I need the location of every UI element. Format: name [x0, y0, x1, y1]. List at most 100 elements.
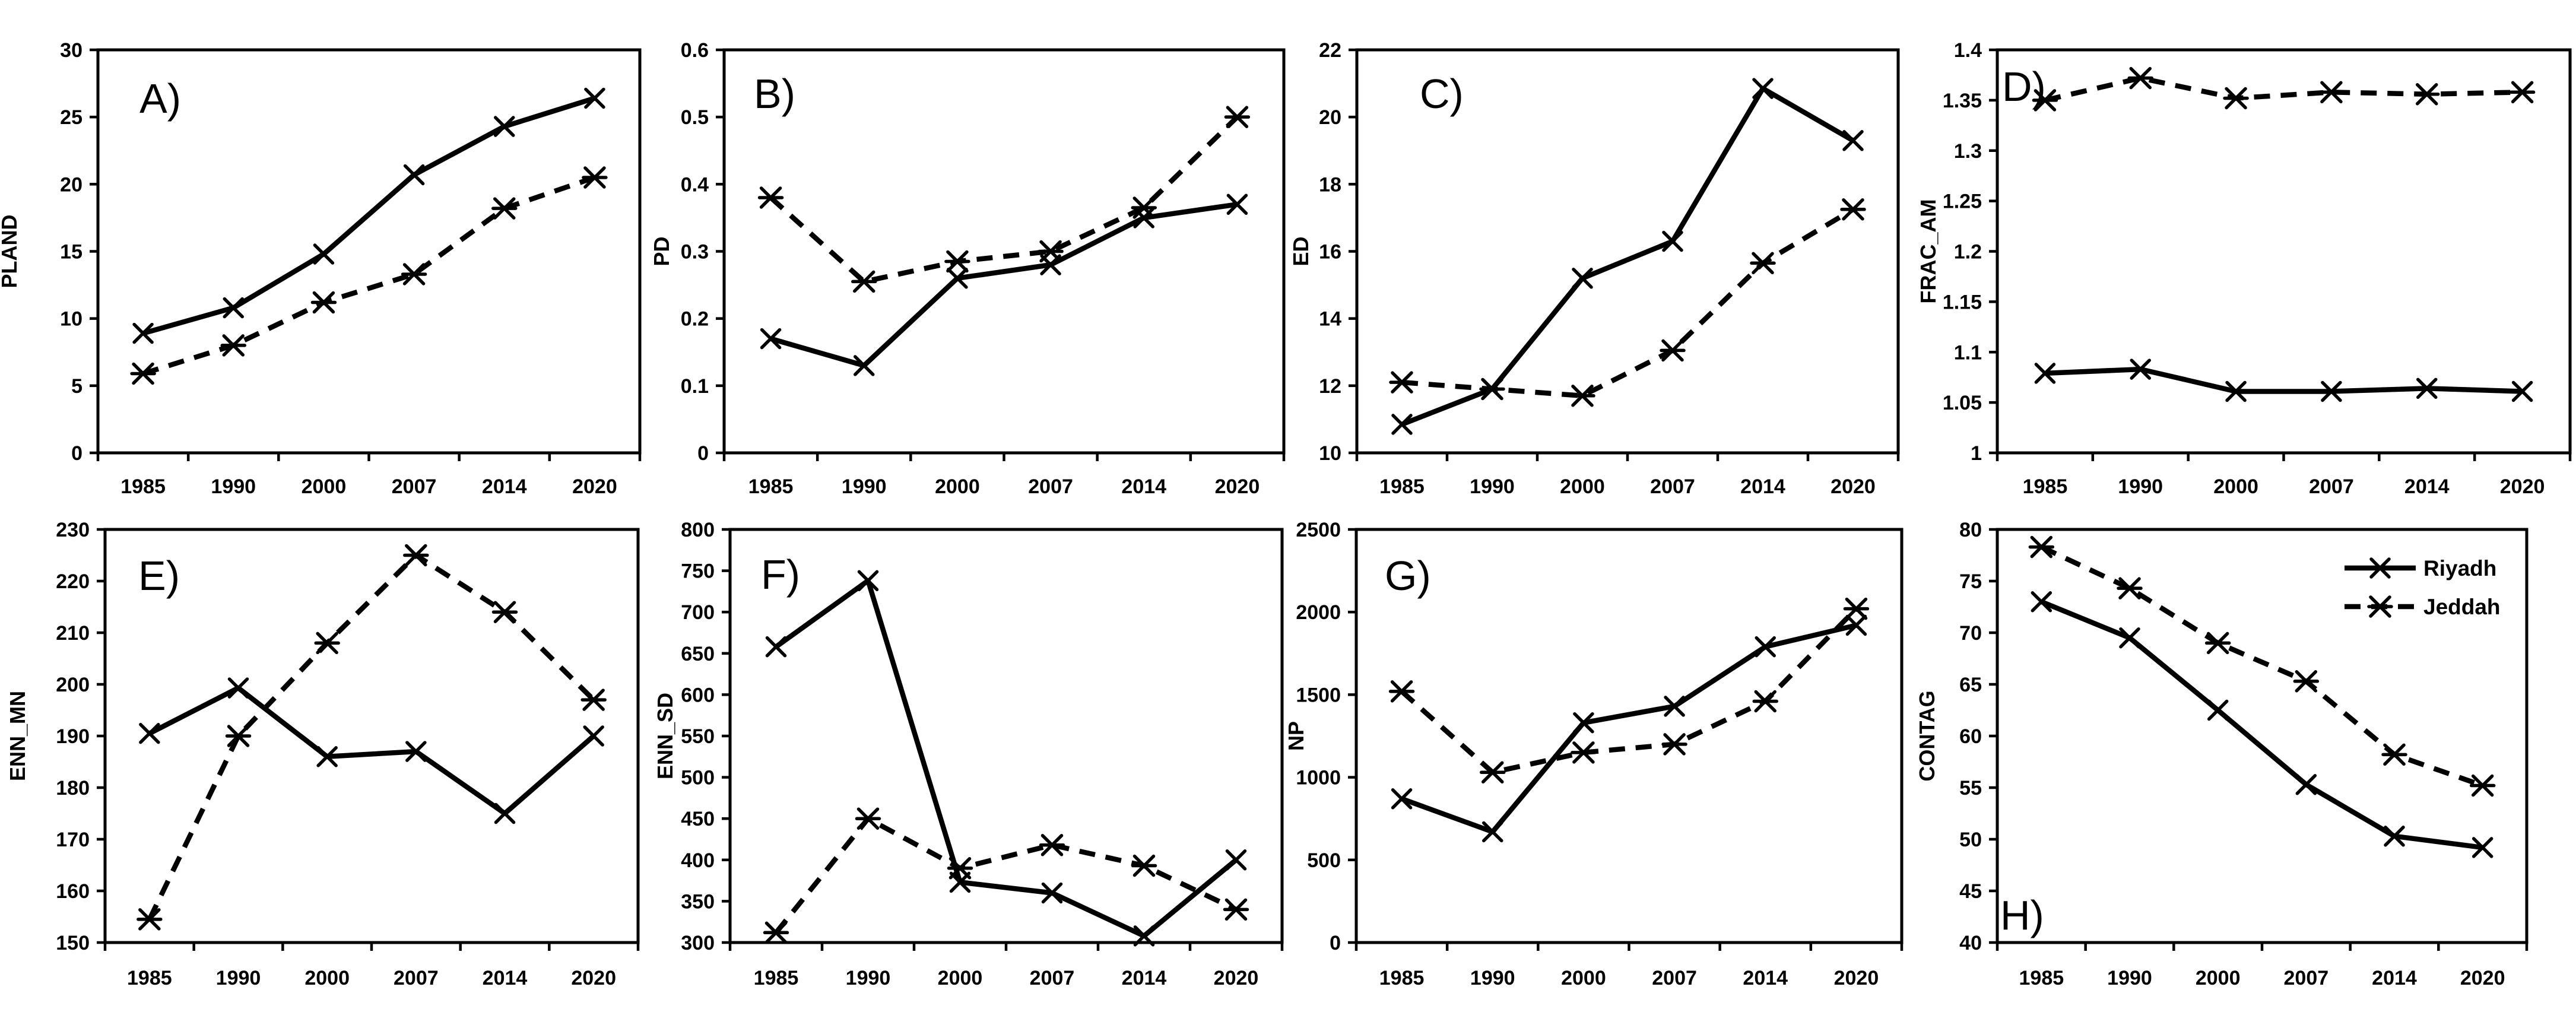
star-marker: [137, 908, 163, 931]
star-marker: [2293, 670, 2320, 693]
plot-frame: [728, 528, 1284, 944]
x-marker: [1133, 925, 1155, 947]
star-marker: [757, 186, 784, 209]
x-tick-label: 1990: [2107, 967, 2152, 989]
x-tick-label: 2000: [302, 475, 347, 498]
series-line-jeddah: [2044, 75, 2523, 103]
x-tick-label: 2020: [1215, 475, 1260, 498]
series-line-riyadh: [770, 202, 1238, 369]
star-marker: [491, 197, 518, 220]
x-tick-label: 1985: [754, 967, 799, 989]
x-marker: [2321, 380, 2342, 402]
y-axis-title: ENN_SD: [653, 693, 677, 779]
x-tick-label: 2007: [1030, 967, 1075, 989]
x-tick-label: 1985: [2019, 967, 2064, 989]
x-tick-label: 2000: [304, 967, 350, 989]
plot-frame: [103, 528, 640, 944]
x-tick-label: 2014: [483, 967, 528, 989]
x-marker: [2472, 837, 2493, 858]
star-marker: [1479, 377, 1505, 401]
y-tick-label: 0.5: [681, 106, 709, 129]
x-marker: [1482, 821, 1503, 843]
y-axis-title: NP: [1284, 721, 1308, 751]
y-tick-label: 0: [1330, 932, 1341, 954]
chart-enn-mn: 150 160 170 180 190 200 210 220 230 1985 1990 2000 2…: [5, 519, 640, 989]
x-tick-label: 1985: [120, 475, 166, 498]
star-marker: [2032, 89, 2058, 112]
x-marker: [2225, 380, 2247, 402]
y-axis-title: ENN_MN: [5, 691, 30, 781]
legend-label-jeddah: Jeddah: [2423, 595, 2501, 619]
y-tick-label: 80: [1959, 519, 1982, 541]
legend-label-riyadh: Riyadh: [2423, 556, 2496, 580]
x-tick-label: 2007: [1650, 475, 1695, 498]
chart-enn-sd: 300 350 400 450 500 550 600 650 700 750 800 1985 199…: [653, 519, 1284, 989]
y-tick-label: 2000: [1296, 601, 1341, 624]
y-tick-label: 600: [681, 684, 715, 706]
y-tick-label: 1000: [1296, 767, 1341, 789]
y-tick-label: 1.25: [1943, 191, 1982, 213]
x-marker: [1752, 78, 1774, 99]
star-marker: [310, 291, 337, 314]
x-tick-label: 2014: [1121, 475, 1166, 498]
series-line-riyadh: [1401, 623, 1857, 835]
x-marker: [405, 741, 427, 762]
star-marker: [2318, 81, 2345, 104]
x-tick-label: 2000: [1561, 967, 1606, 989]
chart-np: 0 500 1000 1500 2000 2500 1985 1990 2000 2007 2014…: [1284, 519, 1904, 989]
x-marker: [2119, 627, 2140, 649]
y-tick-label: 230: [56, 519, 90, 541]
x-marker: [2031, 591, 2052, 613]
x-marker: [2207, 699, 2229, 721]
x-marker: [2130, 358, 2151, 380]
y-tick-label: 75: [1959, 570, 1982, 593]
y-tick-label: 1.05: [1943, 392, 1982, 414]
y-tick-label: 50: [1959, 829, 1982, 851]
panel-letter: B): [754, 71, 795, 117]
x-tick-label: 2020: [2500, 475, 2545, 498]
y-tick-label: 350: [681, 890, 715, 913]
y-axis-title: CONTAG: [1915, 690, 1939, 781]
y-tick-label: 0.6: [681, 39, 709, 62]
y-tick-label: 170: [56, 829, 90, 851]
y-tick-label: 160: [56, 880, 90, 903]
star-marker: [1224, 106, 1251, 128]
x-marker: [1662, 230, 1683, 252]
star-marker: [1752, 690, 1778, 713]
star-marker: [2381, 743, 2407, 766]
y-tick-label: 18: [1319, 173, 1341, 196]
x-marker: [1573, 712, 1594, 734]
chart-ed: 10 12 14 16 18 20 22 1985 1990 2000 2007 2014 2020 ED…: [1289, 39, 1900, 498]
star-marker: [855, 807, 881, 830]
x-marker: [223, 297, 244, 319]
series-line-riyadh: [1401, 85, 1855, 427]
star-marker: [582, 166, 608, 189]
star-marker: [947, 856, 973, 880]
star-marker: [401, 263, 427, 285]
series-line-riyadh: [142, 96, 596, 336]
x-marker: [1041, 882, 1063, 904]
star-marker: [2414, 83, 2440, 106]
panel-b: 0 0.1 0.2 0.3 0.4 0.5 0.6 1985 1990 2000 2007 2014 2…: [644, 0, 1288, 514]
star-marker: [1131, 196, 1157, 219]
x-marker: [2034, 363, 2056, 384]
panel-letter: D): [2002, 64, 2046, 110]
y-tick-label: 65: [1959, 674, 1982, 696]
panel-letter: E): [138, 553, 180, 599]
y-tick-label: 0.3: [681, 241, 709, 264]
y-axis-title: ED: [1289, 236, 1313, 266]
y-tick-label: 45: [1959, 880, 1982, 903]
x-tick-label: 2014: [2404, 475, 2450, 498]
star-marker: [1750, 252, 1776, 275]
x-tick-label: 2007: [394, 967, 439, 989]
x-tick-label: 1990: [1470, 475, 1515, 498]
y-tick-label: 22: [1319, 39, 1341, 62]
series-line-jeddah: [774, 816, 1238, 934]
x-tick-label: 1990: [211, 475, 256, 498]
x-marker: [494, 802, 516, 824]
x-marker: [857, 570, 879, 592]
panel-d: 1 1.05 1.1 1.15 1.2 1.25 1.3 1.35 1.4 1985 1990 200…: [1916, 0, 2576, 514]
star-marker: [130, 362, 156, 385]
x-marker: [494, 116, 515, 137]
x-tick-label: 2014: [1740, 475, 1785, 498]
